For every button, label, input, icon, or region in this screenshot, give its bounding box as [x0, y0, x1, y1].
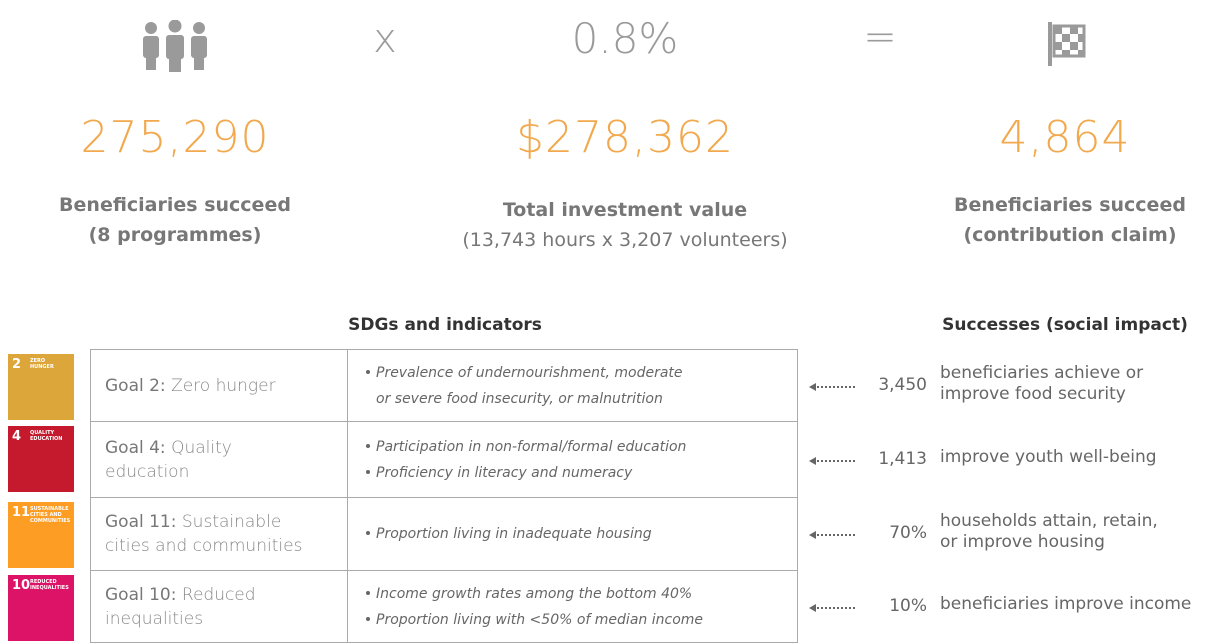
goal-cell: Goal 11: Sustainable cities and communiti…: [90, 497, 348, 571]
success-value: 3,450: [878, 374, 927, 395]
indicator: Participation in non-formal/formal educa…: [348, 434, 797, 460]
indicator-text: Income growth rates among the bottom 40%: [376, 585, 693, 602]
sdg-number: 10: [12, 578, 31, 593]
indicator-cell: Proportion living in inadequate housing: [347, 497, 798, 571]
goal-line: Goal 10: Reduced: [91, 583, 347, 607]
success-line: beneficiaries improve income: [940, 594, 1192, 614]
goal-name: Quality: [171, 437, 232, 458]
times-operator: x: [373, 16, 397, 62]
table-header: Successes (social impact): [942, 315, 1188, 335]
sdg-icon: 2 ZERO HUNGER: [8, 354, 74, 420]
goal-line: education: [91, 460, 347, 484]
indicator-cell: Prevalence of undernourishment, moderate…: [347, 349, 798, 422]
arrow: [809, 603, 856, 612]
success-value: 1,413: [878, 448, 927, 469]
goal-number: Goal 10:: [105, 584, 177, 605]
arrow: [809, 531, 856, 539]
bullet: [366, 616, 370, 621]
indicator-text: Proportion living with <50% of median in…: [376, 611, 704, 628]
left-value: 275,290: [80, 112, 270, 163]
success-value: 10%: [889, 595, 927, 616]
success-text: improve youth well-being: [940, 447, 1157, 468]
goal-line: inequalities: [91, 607, 347, 631]
indicator-text: Participation in non-formal/formal educa…: [376, 438, 687, 455]
label-line: Beneficiaries succeed: [954, 194, 1186, 216]
label-line: (8 programmes): [88, 224, 262, 246]
equals-operator: =: [863, 14, 897, 60]
success-line: households attain, retain,: [940, 511, 1158, 531]
sdg-label: QUALITY EDUCATION: [30, 430, 63, 442]
right-value: 4,864: [999, 112, 1131, 163]
goal-name: Zero hunger: [171, 375, 276, 396]
goal-name: Reduced: [181, 584, 256, 605]
indicator: Income growth rates among the bottom 40%: [348, 581, 797, 607]
success-line: improve youth well-being: [940, 447, 1157, 467]
goal-cell: Goal 2: Zero hunger: [90, 349, 348, 422]
indicator-text: or severe food insecurity, or malnutriti…: [376, 390, 663, 407]
bullet: [366, 531, 370, 535]
goal-cell: Goal 4: Quality education: [90, 421, 348, 498]
indicator-text: Proficiency in literacy and numeracy: [376, 464, 633, 481]
indicator: or severe food insecurity, or malnutriti…: [348, 386, 797, 412]
arrow: [809, 456, 856, 465]
sdg-label: REDUCED INEQUALITIES: [30, 579, 69, 591]
goal-number: Goal 4:: [105, 437, 166, 458]
label-line: Beneficiaries succeed: [59, 194, 291, 216]
sdg-icon: 11 SUSTAINABLE CITIES AND COMMUNITIES: [8, 502, 74, 568]
label-line: Total investment value: [502, 199, 748, 221]
label-line: (13,743 hours x 3,207 volunteers): [462, 229, 788, 251]
bullet: [366, 443, 370, 448]
goal-line: Goal 4: Quality: [91, 436, 347, 460]
indicator-cell: Participation in non-formal/formal educa…: [347, 421, 798, 498]
goal-line: cities and communities: [91, 534, 347, 558]
bullet: [366, 369, 370, 374]
arrow: [809, 382, 856, 391]
sdg-icon: 4 QUALITY EDUCATION: [8, 426, 74, 492]
goal-number: Goal 2:: [105, 375, 166, 396]
success-value: 70%: [889, 523, 927, 543]
indicator-text: Proportion living in inadequate housing: [376, 526, 652, 542]
success-line: or improve housing: [940, 532, 1105, 552]
goal-name: Sustainable: [181, 512, 282, 532]
people-icon: [143, 20, 207, 72]
goal-number: Goal 11:: [105, 512, 177, 532]
table-header: SDGs and indicators: [348, 315, 542, 335]
indicator: Proportion living with <50% of median in…: [348, 607, 797, 633]
sdg-label: SUSTAINABLE CITIES AND COMMUNITIES: [30, 506, 71, 524]
rate: 0.8%: [571, 14, 679, 63]
success-text: beneficiaries achieve or improve food sec…: [940, 363, 1143, 405]
goal-name: inequalities: [105, 608, 204, 629]
goal-line: Goal 2: Zero hunger: [91, 374, 347, 398]
goal-name: education: [105, 461, 190, 482]
sdg-number: 2: [12, 357, 22, 372]
indicator: Proficiency in literacy and numeracy: [348, 460, 797, 486]
success-line: improve food security: [940, 383, 1126, 404]
success-line: beneficiaries achieve or: [940, 362, 1144, 383]
indicator: Prevalence of undernourishment, moderate: [348, 360, 797, 386]
sdg-icon: 10 REDUCED INEQUALITIES: [8, 575, 74, 641]
sdg-number: 4: [12, 429, 22, 444]
indicator: Proportion living in inadequate housing: [348, 521, 797, 547]
indicator-text: Prevalence of undernourishment, moderate: [376, 364, 683, 381]
bullet: [366, 590, 370, 595]
bullet: [366, 469, 370, 474]
flag-icon: [1048, 22, 1086, 66]
goal-line: Goal 11: Sustainable: [91, 510, 347, 534]
sdg-number: 11: [12, 505, 31, 520]
middle-value: $278,362: [516, 112, 734, 163]
success-text: households attain, retain, or improve hou…: [940, 511, 1158, 553]
goal-cell: Goal 10: Reduced inequalities: [90, 570, 348, 643]
goal-name: cities and communities: [105, 536, 303, 556]
success-text: beneficiaries improve income: [940, 594, 1191, 615]
label-line: (contribution claim): [963, 224, 1177, 246]
sdg-label: ZERO HUNGER: [30, 358, 54, 370]
indicator-cell: Income growth rates among the bottom 40%…: [347, 570, 798, 643]
